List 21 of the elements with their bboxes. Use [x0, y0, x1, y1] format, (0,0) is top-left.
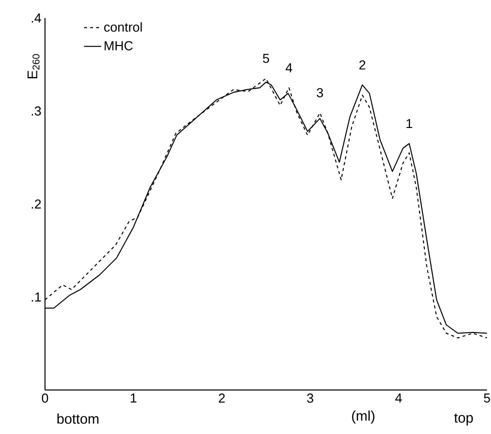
annotation: 1 — [406, 119, 412, 128]
x-tick-label: 3 — [307, 394, 314, 403]
legend-label: MHC — [104, 41, 133, 50]
text: top — [454, 414, 473, 426]
x-tick-label: 5 — [484, 394, 490, 403]
y-tick-label: .2 — [32, 199, 41, 209]
x-axis-title: (ml) — [352, 410, 374, 424]
text: bottom — [57, 414, 98, 424]
x-tick-label: 4 — [395, 394, 402, 402]
y-axis-title: E$_{260}$ — [28, 54, 40, 78]
annotation: 5 — [262, 54, 270, 63]
y-tick-label: .1 — [32, 292, 41, 302]
x-tick-label: 2 — [218, 394, 225, 403]
annotation: 3 — [316, 88, 323, 98]
x-tick-label: 1 — [130, 394, 136, 402]
y-tick-label: .3 — [32, 106, 41, 116]
annotation: 4 — [286, 63, 292, 72]
y-tick-label: .4 — [32, 14, 42, 22]
legend-label: control — [104, 22, 142, 32]
annotation: 2 — [359, 60, 366, 70]
x-tick-label: 0 — [42, 394, 48, 403]
